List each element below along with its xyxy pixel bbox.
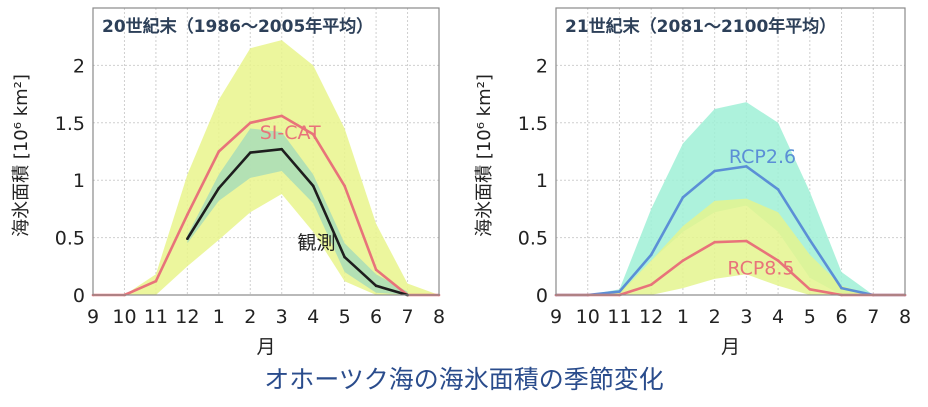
x-tick-label: 2	[709, 306, 721, 328]
data-point	[745, 165, 748, 168]
x-tick-label: 12	[639, 306, 663, 328]
plot-frame	[92, 7, 440, 296]
x-tick-label: 9	[87, 306, 99, 328]
x-axis-label: 月	[721, 336, 740, 358]
data-point	[745, 239, 748, 243]
series-line-1	[93, 114, 439, 297]
x-tick-label: 11	[144, 306, 168, 328]
data-point	[649, 283, 653, 286]
range-band-1	[556, 102, 905, 295]
series-annotation: RCP8.5	[727, 257, 794, 279]
data-point	[248, 121, 252, 125]
data-point	[776, 188, 780, 191]
data-point	[280, 114, 284, 118]
x-tick-label: 9	[550, 306, 562, 328]
figure-caption: オホーツク海の海氷面積の季節変化	[264, 365, 664, 394]
data-point	[713, 240, 716, 244]
y-tick-label: 1.5	[518, 113, 548, 135]
data-point	[681, 196, 685, 199]
x-tick-label: 1	[677, 306, 689, 328]
series-line-1	[556, 165, 905, 297]
x-tick-label: 10	[112, 306, 136, 328]
x-tick-label: 6	[835, 306, 847, 328]
y-tick-label: 1.5	[55, 113, 85, 135]
series-annotation: RCP2.6	[729, 146, 796, 168]
data-point	[374, 284, 378, 288]
panel-title: 20世紀末（1986〜2005年平均）	[102, 16, 373, 37]
range-band-2	[556, 198, 905, 295]
data-point	[840, 286, 843, 290]
series-line-2	[186, 147, 408, 297]
y-tick-label: 2	[73, 55, 85, 77]
data-point	[217, 186, 221, 190]
x-tick-label: 3	[740, 306, 752, 328]
y-axis-label: 海氷面積 [10⁶ km²]	[11, 74, 32, 237]
x-tick-label: 1	[213, 306, 225, 328]
range-band-2	[187, 128, 408, 295]
data-point	[154, 279, 158, 283]
data-point	[311, 132, 315, 136]
plot-frame	[555, 7, 906, 296]
x-tick-label: 7	[401, 306, 413, 328]
y-tick-label: 0	[536, 285, 548, 307]
x-tick-label: 8	[899, 306, 911, 328]
x-tick-label: 8	[433, 306, 445, 328]
x-tick-label: 5	[339, 306, 351, 328]
y-tick-label: 2	[536, 55, 548, 77]
data-point	[649, 253, 653, 257]
x-tick-label: 4	[307, 306, 319, 328]
data-point	[374, 268, 378, 272]
x-tick-label: 2	[244, 306, 256, 328]
data-point	[343, 255, 346, 259]
data-point	[808, 238, 812, 242]
x-tick-label: 12	[175, 306, 199, 328]
x-tick-label: 6	[370, 306, 382, 328]
x-tick-label: 3	[276, 306, 288, 328]
data-point	[808, 287, 812, 291]
data-point	[217, 150, 221, 153]
y-tick-label: 0	[73, 285, 85, 307]
x-tick-label: 11	[607, 306, 631, 328]
data-point	[618, 290, 621, 293]
x-tick-label: 10	[576, 306, 600, 328]
y-tick-label: 1	[536, 170, 548, 192]
x-tick-label: 4	[772, 306, 784, 328]
series-annotation: SI-CAT	[260, 122, 321, 144]
y-tick-label: 1	[73, 170, 85, 192]
x-axis-label: 月	[256, 336, 275, 358]
y-axis-label: 海氷面積 [10⁶ km²]	[474, 74, 495, 237]
data-point	[681, 259, 685, 262]
data-point	[248, 151, 252, 154]
x-tick-label: 5	[804, 306, 816, 328]
data-point	[713, 169, 716, 173]
data-point	[343, 184, 346, 188]
data-point	[311, 184, 315, 188]
data-point	[776, 259, 780, 262]
y-tick-label: 0.5	[518, 228, 548, 250]
series-annotation: 観測	[297, 232, 335, 254]
data-point	[186, 237, 189, 241]
data-point	[280, 147, 284, 151]
y-tick-label: 0.5	[55, 228, 85, 250]
panel-title: 21世紀末（2081〜2100年平均）	[565, 16, 836, 37]
data-point	[186, 213, 189, 216]
x-tick-label: 7	[867, 306, 879, 328]
